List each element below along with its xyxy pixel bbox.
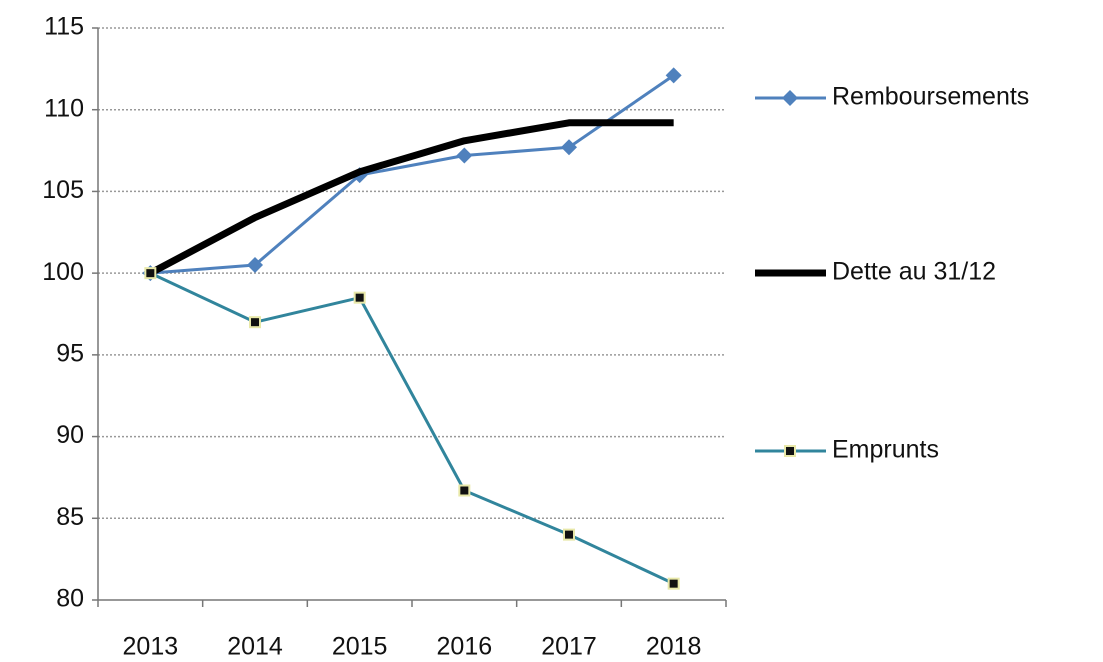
x-tick-label: 2018 <box>646 633 702 661</box>
x-tick-label: 2014 <box>227 633 283 661</box>
series-line <box>150 74 675 275</box>
marker <box>456 147 473 164</box>
marker <box>144 267 157 280</box>
y-tick-label: 115 <box>44 13 84 41</box>
marker <box>353 291 366 304</box>
y-tick-label: 105 <box>42 176 84 204</box>
x-tick-label: 2017 <box>541 633 597 661</box>
marker <box>784 445 796 457</box>
marker <box>561 139 577 156</box>
marker <box>249 316 261 329</box>
x-tick-label: 2016 <box>437 633 493 661</box>
legend-label: Emprunts <box>832 436 939 464</box>
marker <box>665 67 682 84</box>
x-tick-label: 2013 <box>123 633 179 661</box>
y-tick-label: 110 <box>44 94 84 122</box>
marker <box>563 528 575 541</box>
series-line <box>149 271 675 586</box>
y-tick-label: 90 <box>56 421 84 449</box>
x-tick-label: 2015 <box>332 633 388 661</box>
marker <box>667 577 680 590</box>
y-tick-label: 80 <box>56 585 84 613</box>
y-tick-label: 100 <box>42 258 84 286</box>
legend-label: Remboursements <box>832 83 1029 111</box>
series-line <box>148 119 674 277</box>
y-tick-label: 85 <box>56 503 84 531</box>
y-tick-label: 95 <box>56 339 84 367</box>
marker <box>782 90 798 106</box>
marker <box>247 256 263 273</box>
marker <box>458 484 471 497</box>
legend-label: Dette au 31/12 <box>832 258 996 286</box>
